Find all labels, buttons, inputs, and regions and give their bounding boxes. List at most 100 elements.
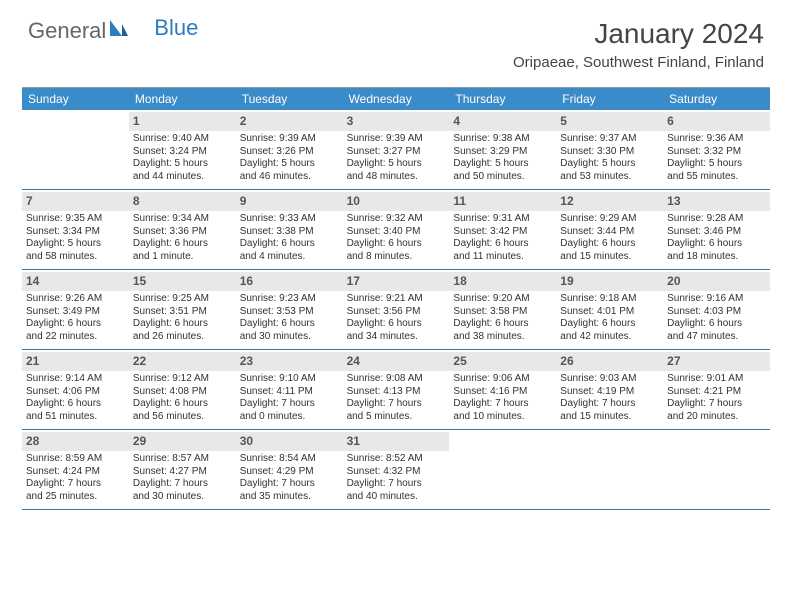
day-number: 12 — [556, 192, 663, 211]
daylight-text: and 1 minute. — [133, 251, 232, 264]
day-header: Monday — [129, 88, 236, 110]
logo-text-blue: Blue — [154, 15, 198, 41]
day-cell: 26Sunrise: 9:03 AMSunset: 4:19 PMDayligh… — [556, 350, 663, 429]
day-number: 15 — [129, 272, 236, 291]
sunset-text: Sunset: 3:53 PM — [240, 306, 339, 319]
day-cell: 16Sunrise: 9:23 AMSunset: 3:53 PMDayligh… — [236, 270, 343, 349]
daylight-text: Daylight: 5 hours — [26, 238, 125, 251]
sunrise-text: Sunrise: 8:59 AM — [26, 453, 125, 466]
sunset-text: Sunset: 3:36 PM — [133, 226, 232, 239]
daylight-text: and 20 minutes. — [667, 411, 766, 424]
sunset-text: Sunset: 3:27 PM — [347, 146, 446, 159]
day-number: 13 — [663, 192, 770, 211]
daylight-text: and 46 minutes. — [240, 171, 339, 184]
day-number: 29 — [129, 432, 236, 451]
week-row: 28Sunrise: 8:59 AMSunset: 4:24 PMDayligh… — [22, 430, 770, 510]
daylight-text: and 10 minutes. — [453, 411, 552, 424]
day-cell: 11Sunrise: 9:31 AMSunset: 3:42 PMDayligh… — [449, 190, 556, 269]
sunset-text: Sunset: 4:27 PM — [133, 466, 232, 479]
day-cell — [449, 430, 556, 509]
day-cell: 5Sunrise: 9:37 AMSunset: 3:30 PMDaylight… — [556, 110, 663, 189]
day-number: 11 — [449, 192, 556, 211]
day-cell: 10Sunrise: 9:32 AMSunset: 3:40 PMDayligh… — [343, 190, 450, 269]
sunset-text: Sunset: 3:40 PM — [347, 226, 446, 239]
day-cell: 20Sunrise: 9:16 AMSunset: 4:03 PMDayligh… — [663, 270, 770, 349]
daylight-text: and 51 minutes. — [26, 411, 125, 424]
day-cell: 27Sunrise: 9:01 AMSunset: 4:21 PMDayligh… — [663, 350, 770, 429]
sunrise-text: Sunrise: 9:23 AM — [240, 293, 339, 306]
week-row: 14Sunrise: 9:26 AMSunset: 3:49 PMDayligh… — [22, 270, 770, 350]
day-cell: 8Sunrise: 9:34 AMSunset: 3:36 PMDaylight… — [129, 190, 236, 269]
page-header: General Blue January 2024 Oripaeae, Sout… — [0, 0, 792, 79]
daylight-text: and 5 minutes. — [347, 411, 446, 424]
daylight-text: Daylight: 6 hours — [667, 318, 766, 331]
logo-sail-icon — [108, 18, 130, 44]
logo: General Blue — [28, 18, 198, 44]
daylight-text: and 30 minutes. — [240, 331, 339, 344]
daylight-text: and 0 minutes. — [240, 411, 339, 424]
daylight-text: Daylight: 6 hours — [560, 318, 659, 331]
sunrise-text: Sunrise: 9:21 AM — [347, 293, 446, 306]
daylight-text: and 44 minutes. — [133, 171, 232, 184]
daylight-text: Daylight: 6 hours — [26, 398, 125, 411]
day-number: 3 — [343, 112, 450, 131]
day-number: 18 — [449, 272, 556, 291]
sunset-text: Sunset: 3:26 PM — [240, 146, 339, 159]
daylight-text: and 4 minutes. — [240, 251, 339, 264]
location-text: Oripaeae, Southwest Finland, Finland — [513, 54, 764, 71]
sunset-text: Sunset: 4:08 PM — [133, 386, 232, 399]
sunrise-text: Sunrise: 9:18 AM — [560, 293, 659, 306]
day-header: Sunday — [22, 88, 129, 110]
calendar: SundayMondayTuesdayWednesdayThursdayFrid… — [22, 87, 770, 510]
day-number: 23 — [236, 352, 343, 371]
daylight-text: Daylight: 6 hours — [347, 238, 446, 251]
sunrise-text: Sunrise: 9:33 AM — [240, 213, 339, 226]
day-number: 21 — [22, 352, 129, 371]
week-row: 21Sunrise: 9:14 AMSunset: 4:06 PMDayligh… — [22, 350, 770, 430]
sunrise-text: Sunrise: 9:35 AM — [26, 213, 125, 226]
daylight-text: Daylight: 5 hours — [667, 158, 766, 171]
sunset-text: Sunset: 3:29 PM — [453, 146, 552, 159]
sunrise-text: Sunrise: 8:54 AM — [240, 453, 339, 466]
sunrise-text: Sunrise: 9:12 AM — [133, 373, 232, 386]
sunset-text: Sunset: 4:13 PM — [347, 386, 446, 399]
daylight-text: and 15 minutes. — [560, 251, 659, 264]
week-row: 1Sunrise: 9:40 AMSunset: 3:24 PMDaylight… — [22, 110, 770, 190]
sunrise-text: Sunrise: 9:34 AM — [133, 213, 232, 226]
month-title: January 2024 — [513, 18, 764, 50]
daylight-text: and 25 minutes. — [26, 491, 125, 504]
daylight-text: and 53 minutes. — [560, 171, 659, 184]
day-header: Wednesday — [343, 88, 450, 110]
day-cell: 3Sunrise: 9:39 AMSunset: 3:27 PMDaylight… — [343, 110, 450, 189]
daylight-text: Daylight: 5 hours — [347, 158, 446, 171]
daylight-text: and 38 minutes. — [453, 331, 552, 344]
day-number: 5 — [556, 112, 663, 131]
daylight-text: Daylight: 6 hours — [347, 318, 446, 331]
sunset-text: Sunset: 4:16 PM — [453, 386, 552, 399]
sunrise-text: Sunrise: 9:29 AM — [560, 213, 659, 226]
day-cell: 4Sunrise: 9:38 AMSunset: 3:29 PMDaylight… — [449, 110, 556, 189]
day-cell: 21Sunrise: 9:14 AMSunset: 4:06 PMDayligh… — [22, 350, 129, 429]
day-number: 30 — [236, 432, 343, 451]
daylight-text: Daylight: 7 hours — [133, 478, 232, 491]
sunrise-text: Sunrise: 9:20 AM — [453, 293, 552, 306]
title-block: January 2024 Oripaeae, Southwest Finland… — [513, 18, 764, 71]
day-number: 22 — [129, 352, 236, 371]
day-cell: 23Sunrise: 9:10 AMSunset: 4:11 PMDayligh… — [236, 350, 343, 429]
day-number: 1 — [129, 112, 236, 131]
day-number: 16 — [236, 272, 343, 291]
daylight-text: Daylight: 7 hours — [240, 478, 339, 491]
daylight-text: and 22 minutes. — [26, 331, 125, 344]
daylight-text: Daylight: 6 hours — [453, 318, 552, 331]
day-cell: 2Sunrise: 9:39 AMSunset: 3:26 PMDaylight… — [236, 110, 343, 189]
day-number: 6 — [663, 112, 770, 131]
day-cell: 18Sunrise: 9:20 AMSunset: 3:58 PMDayligh… — [449, 270, 556, 349]
day-number: 31 — [343, 432, 450, 451]
day-number: 2 — [236, 112, 343, 131]
day-number: 27 — [663, 352, 770, 371]
day-header: Saturday — [663, 88, 770, 110]
daylight-text: and 11 minutes. — [453, 251, 552, 264]
sunset-text: Sunset: 3:42 PM — [453, 226, 552, 239]
daylight-text: Daylight: 6 hours — [133, 318, 232, 331]
sunset-text: Sunset: 3:56 PM — [347, 306, 446, 319]
